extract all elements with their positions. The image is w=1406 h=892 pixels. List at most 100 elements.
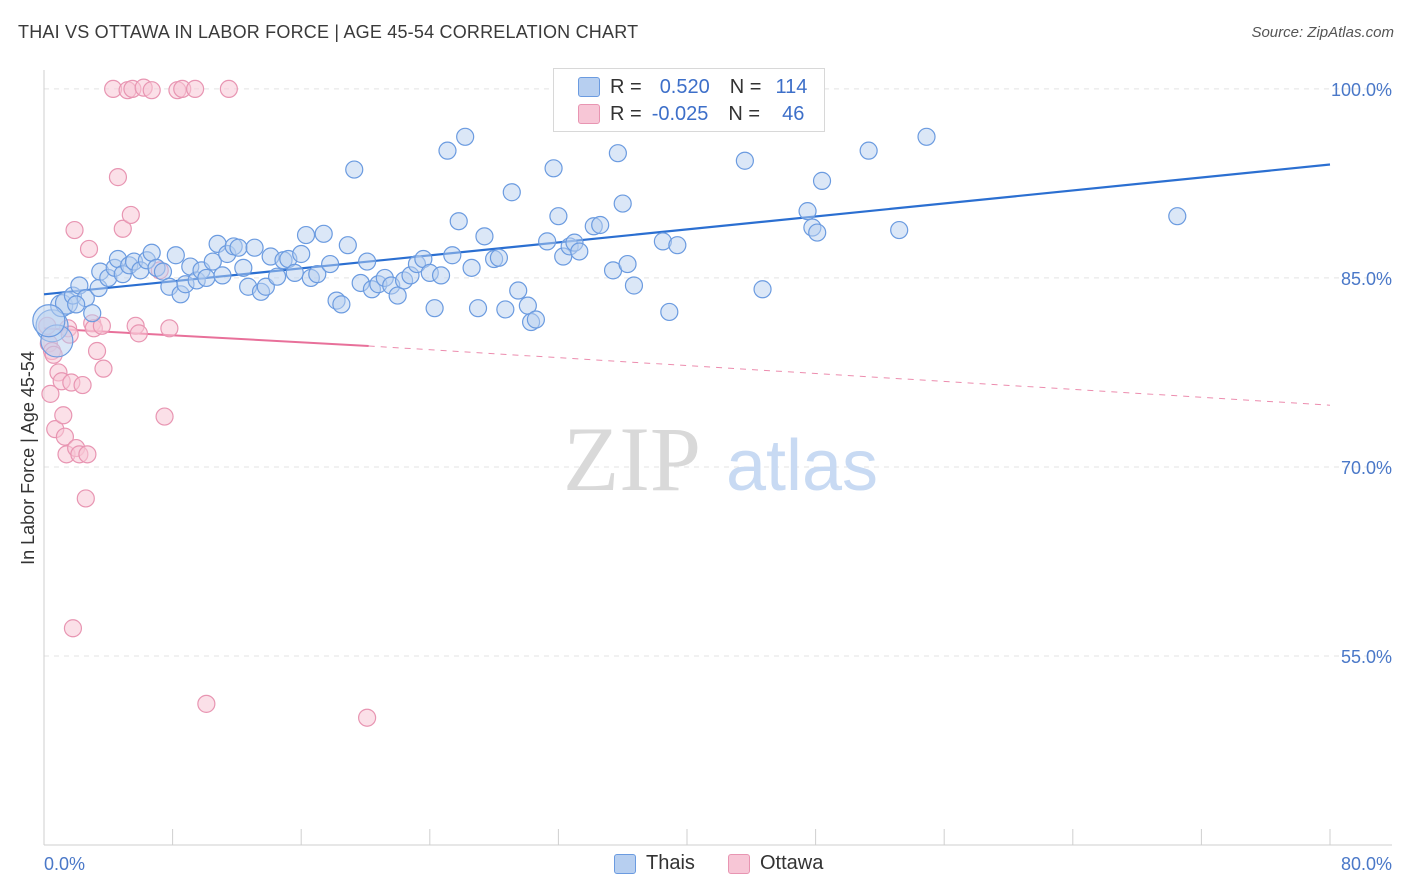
thais-point: [859, 141, 878, 160]
ottawa-point: [108, 168, 128, 187]
thais-point: [668, 236, 687, 255]
ottawa-point: [358, 708, 377, 727]
thais-point: [475, 227, 494, 246]
thais-point: [618, 254, 637, 274]
thais-point: [544, 159, 563, 178]
thais-point: [83, 304, 102, 323]
thais-r-value: 0.520: [659, 75, 710, 98]
thais-point: [153, 262, 173, 281]
trend-lines: [43, 163, 1331, 406]
thais-point: [808, 223, 827, 242]
watermark-zip: ZIP: [563, 408, 701, 510]
correlation-legend: R = 0.520 N = 114 R = -0.025 N = 46: [553, 68, 825, 132]
ottawa-point: [65, 220, 84, 240]
thais-point: [213, 266, 232, 285]
ottawa-point: [63, 619, 83, 638]
ottawa-point: [54, 406, 73, 425]
ottawa-point: [142, 81, 161, 100]
thais-point: [67, 295, 86, 314]
thais-point: [358, 252, 377, 271]
chart-source: Source: ZipAtlas.com: [1251, 24, 1394, 41]
thais-point: [229, 238, 248, 257]
thais-point: [338, 236, 357, 255]
thais-point: [917, 127, 936, 146]
y-axis-label: In Labor Force | Age 45-54: [18, 351, 38, 565]
x-tick-labels: 0.0% 80.0%: [44, 854, 1392, 874]
thais-point: [462, 258, 481, 277]
thais-point: [753, 280, 772, 299]
thais-point: [197, 268, 216, 288]
y-tick-label-2: 85.0%: [1341, 269, 1392, 289]
ottawa-point: [73, 375, 92, 395]
ottawa-point: [219, 79, 238, 99]
thais-point: [890, 220, 909, 240]
y-tick-label-1: 70.0%: [1341, 458, 1392, 478]
thais-point: [32, 304, 66, 338]
y-tick-labels: 55.0% 70.0% 85.0% 100.0%: [1331, 80, 1392, 667]
ottawa-point: [76, 489, 95, 508]
thais-point: [624, 276, 644, 295]
thais-point: [292, 244, 311, 264]
thais-legend-swatch: [614, 853, 636, 874]
thais-point: [449, 212, 468, 231]
thais-trend-line: [43, 163, 1331, 296]
legend-row-ottawa: R = -0.025 N = 46: [610, 100, 804, 128]
thais-point: [570, 242, 589, 261]
thais-point: [234, 258, 253, 277]
legend-item-ottawa: Ottawa: [728, 852, 823, 875]
thais-point: [296, 225, 316, 245]
watermark-atlas: atlas: [726, 426, 878, 506]
thais-point: [314, 224, 333, 243]
ottawa-trend-dashed: [368, 345, 1331, 406]
x-tick-label-1: 80.0%: [1341, 854, 1392, 874]
thais-n-value: 114: [775, 75, 808, 98]
ottawa-legend-swatch: [728, 853, 750, 874]
thais-point: [203, 252, 222, 271]
thais-point: [502, 183, 521, 202]
thais-point: [608, 144, 627, 163]
ottawa-points: [38, 78, 377, 727]
ottawa-point: [113, 219, 132, 238]
thais-point: [526, 310, 545, 329]
ottawa-point: [55, 427, 74, 446]
y-tick-label-3: 100.0%: [1331, 80, 1392, 100]
thais-legend-label: Thais: [646, 852, 695, 874]
ottawa-r-label: R =: [610, 102, 642, 125]
thais-point: [285, 263, 304, 282]
thais-point: [332, 295, 351, 314]
thais-n-label: N =: [729, 75, 762, 98]
watermark: ZIP atlas: [563, 408, 878, 510]
thais-swatch: [578, 77, 600, 97]
thais-point: [425, 299, 444, 318]
thais-point: [538, 232, 557, 251]
ottawa-point: [197, 694, 216, 713]
thais-point: [256, 277, 275, 296]
thais-point: [591, 215, 610, 235]
thais-point: [660, 302, 679, 322]
thais-point: [613, 194, 632, 213]
thais-point: [443, 246, 462, 265]
gridlines: [44, 88, 1392, 657]
y-tick-label-0: 55.0%: [1341, 647, 1392, 667]
thais-point: [166, 246, 185, 265]
thais-points: [32, 79, 1187, 358]
ottawa-point: [160, 319, 179, 338]
legend-row-thais: R = 0.520 N = 114: [610, 73, 807, 101]
ottawa-r-value: -0.025: [651, 102, 709, 125]
thais-point: [431, 266, 451, 285]
thais-point: [438, 141, 457, 160]
thais-point: [345, 160, 364, 179]
thais-point: [812, 171, 832, 190]
ottawa-point: [129, 324, 148, 343]
ottawa-point: [41, 384, 60, 403]
ottawa-swatch: [578, 104, 600, 124]
ottawa-point: [92, 316, 111, 335]
legend-item-thais: Thais: [614, 852, 695, 875]
thais-r-label: R =: [610, 75, 642, 98]
thais-point: [798, 202, 817, 221]
ottawa-point: [87, 341, 107, 361]
thais-point: [267, 267, 287, 286]
thais-point: [142, 243, 161, 262]
ottawa-n-value: 46: [782, 102, 805, 125]
